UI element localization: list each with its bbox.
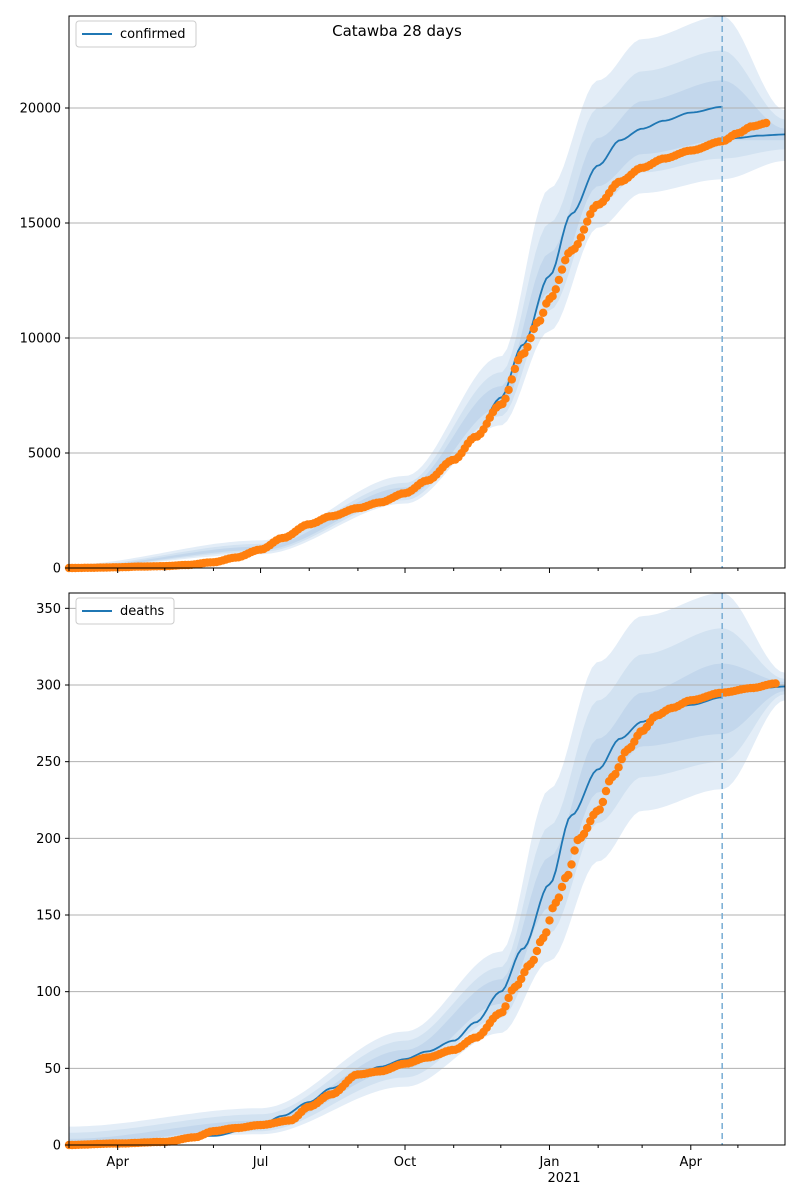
y-tick-label: 10000 bbox=[20, 332, 61, 347]
y-tick-label: 0 bbox=[53, 562, 61, 577]
y-tick-label: 20000 bbox=[20, 102, 61, 117]
deaths-legend-box bbox=[75, 597, 175, 625]
y-tick-label: 350 bbox=[36, 602, 61, 617]
confirmed-y-ticks: 0 5000 10000 15000 20000 bbox=[20, 102, 69, 577]
observed-point bbox=[567, 860, 576, 869]
y-tick-label: 0 bbox=[53, 1139, 61, 1154]
x-tick-sublabel: 2021 bbox=[547, 1171, 580, 1186]
observed-point bbox=[501, 394, 510, 403]
observed-point bbox=[601, 786, 611, 796]
observed-point bbox=[583, 823, 592, 833]
x-tick-label: Apr bbox=[106, 1155, 129, 1170]
deaths-legend: deaths bbox=[75, 597, 175, 625]
confirmed-grid bbox=[69, 107, 785, 454]
confirmed-legend-box bbox=[75, 20, 197, 48]
observed-point bbox=[579, 225, 589, 234]
observed-point bbox=[507, 375, 516, 384]
observed-point bbox=[557, 265, 567, 274]
x-tick-label: Apr bbox=[680, 1155, 703, 1170]
observed-point bbox=[771, 679, 780, 688]
observed-point bbox=[548, 292, 557, 301]
x-tick-label: Jul bbox=[252, 1155, 269, 1170]
x-tick-label: Jan bbox=[538, 1155, 559, 1170]
confidence-band-inner bbox=[69, 80, 785, 568]
observed-point bbox=[526, 333, 535, 343]
y-tick-label: 200 bbox=[36, 832, 61, 847]
y-tick-label: 250 bbox=[36, 755, 61, 770]
observed-point bbox=[611, 769, 620, 779]
observed-point bbox=[583, 217, 592, 226]
observed-point bbox=[542, 928, 551, 937]
deaths-points bbox=[64, 679, 780, 1150]
observed-point bbox=[573, 240, 582, 249]
x-tick-label: Oct bbox=[394, 1155, 416, 1170]
confirmed-points bbox=[64, 118, 771, 573]
confirmed-legend: confirmed bbox=[75, 20, 197, 48]
confirmed-legend-label: confirmed bbox=[120, 27, 186, 42]
observed-point bbox=[501, 1002, 510, 1011]
y-tick-label: 300 bbox=[36, 679, 61, 694]
observed-point bbox=[561, 256, 570, 265]
observed-point bbox=[517, 974, 526, 984]
observed-point bbox=[532, 946, 542, 956]
y-tick-label: 5000 bbox=[28, 447, 61, 462]
observed-point bbox=[762, 118, 771, 128]
y-tick-label: 15000 bbox=[20, 217, 61, 232]
observed-point bbox=[557, 882, 567, 892]
observed-point bbox=[545, 916, 554, 925]
observed-point bbox=[535, 316, 545, 325]
observed-point bbox=[510, 364, 520, 374]
y-tick-label: 100 bbox=[36, 985, 61, 1000]
observed-point bbox=[564, 870, 573, 880]
observed-point bbox=[614, 763, 623, 772]
observed-point bbox=[554, 893, 564, 902]
confirmed-panel: 0 5000 10000 15000 20000 Catawba 28 days con… bbox=[20, 15, 786, 577]
deaths-legend-label: deaths bbox=[120, 604, 165, 619]
deaths-y-ticks: 0 50 100 150 200 250 300 350 bbox=[36, 602, 69, 1154]
deaths-x-ticks: Apr Jul Oct Jan Apr bbox=[68, 1145, 739, 1170]
observed-point bbox=[551, 285, 560, 294]
observed-point bbox=[598, 797, 608, 807]
observed-point bbox=[576, 233, 586, 242]
deaths-grid bbox=[69, 607, 785, 1069]
observed-point bbox=[595, 805, 604, 814]
observed-point bbox=[539, 308, 548, 317]
deaths-axes-frame bbox=[68, 592, 786, 1146]
observed-point bbox=[529, 955, 538, 965]
observed-point bbox=[504, 385, 513, 395]
confirmed-axes-frame bbox=[68, 15, 786, 569]
observed-point bbox=[523, 342, 532, 352]
y-tick-label: 150 bbox=[36, 909, 61, 924]
confirmed-bands bbox=[69, 16, 785, 569]
chart-title: Catawba 28 days bbox=[332, 22, 462, 40]
deaths-panel: 0 50 100 150 200 250 300 350 Apr Jul Oct Jan Apr 20… bbox=[36, 592, 786, 1186]
y-tick-label: 50 bbox=[44, 1062, 61, 1077]
observed-point bbox=[504, 993, 513, 1003]
observed-point bbox=[617, 754, 626, 764]
observed-point bbox=[554, 275, 564, 285]
observed-point bbox=[570, 846, 579, 855]
confirmed-x-ticks bbox=[68, 568, 739, 573]
